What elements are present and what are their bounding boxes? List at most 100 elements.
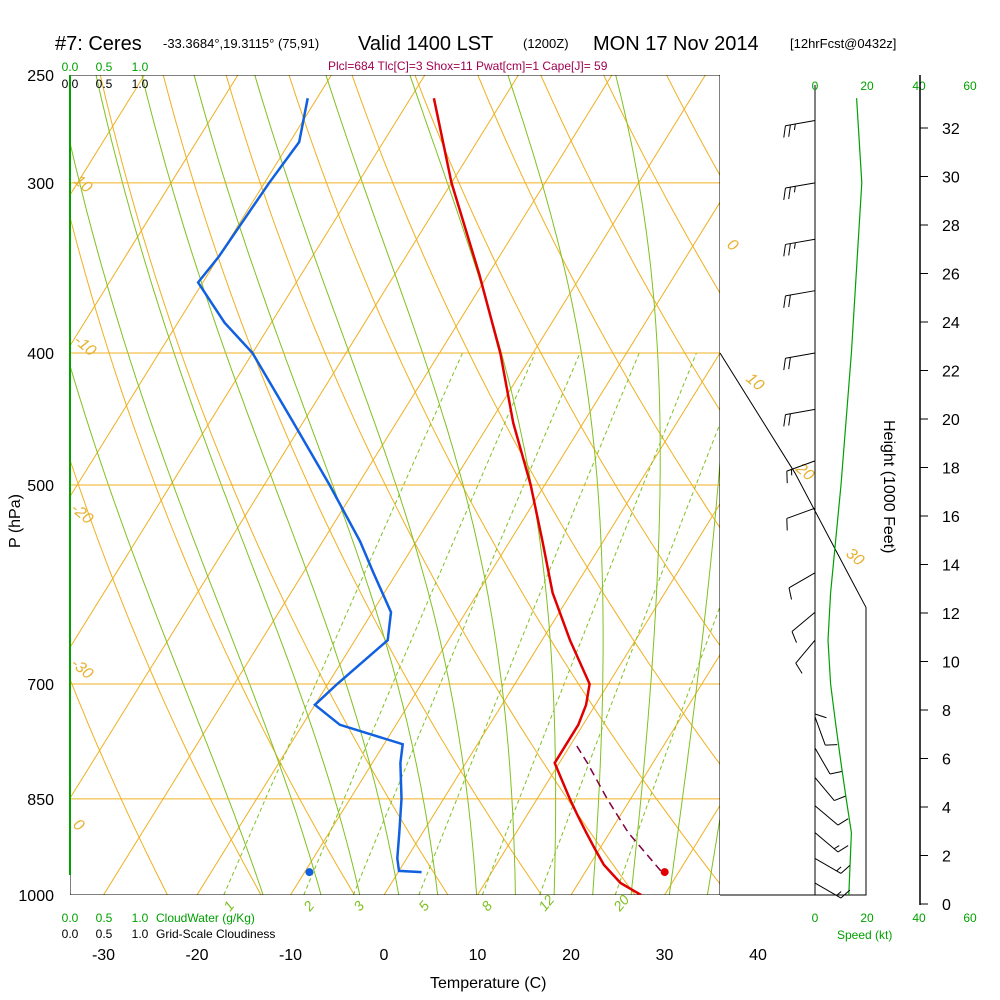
pressure-axis-label: P (hPa) [7, 494, 24, 548]
mixing-ratio-label: 2 [299, 898, 317, 915]
wind-barb-half-flag [833, 845, 840, 850]
cloudiness-tick-bottom: 0.0 [62, 927, 79, 941]
height-tick-label: 12 [942, 606, 960, 623]
cloud-water-tick-top: 1.0 [132, 60, 149, 74]
moist-adiabat [325, 75, 516, 895]
surface-dewpoint-dot [305, 868, 314, 877]
height-tick-label: 0 [942, 897, 951, 914]
height-tick-label: 16 [942, 509, 960, 526]
cloudiness-tick-bottom: 0.5 [96, 927, 113, 941]
dry-adiabat [70, 215, 356, 895]
wind-barb-flag [837, 845, 849, 853]
wind-barb-flag [837, 818, 849, 826]
height-tick-label: 6 [942, 752, 951, 769]
cloudiness-tick-bottom: 1.0 [132, 927, 149, 941]
wind-barb [783, 352, 816, 371]
speed-tick-bottom: 40 [912, 911, 926, 925]
moist-adiabat [668, 455, 720, 895]
wind-barb-flag [788, 187, 791, 200]
speed-tick-bottom: 20 [860, 911, 874, 925]
cloud-water-tick-top: 0.0 [62, 60, 79, 74]
dewpoint-profile [196, 97, 422, 874]
temperature-profile [432, 97, 642, 895]
station-coords: -33.3684°,19.3115° (75,91) [163, 36, 319, 51]
cloud-water-tick-bottom: 0.0 [62, 911, 79, 925]
wind-barb-flag [834, 795, 846, 802]
wind-barb-staff [786, 507, 816, 519]
mixing-ratio-label: 8 [478, 898, 495, 914]
temperature-tick-label: 30 [656, 947, 674, 964]
pressure-tick-label: 250 [27, 68, 54, 85]
dry-adiabat [288, 75, 720, 885]
wind-barb-flag [791, 631, 797, 643]
cloudiness-tick-top: 0.5 [96, 77, 113, 91]
wind-barb-staff [814, 805, 839, 826]
height-tick-label: 4 [942, 800, 951, 817]
speed-tick-bottom: 60 [963, 911, 977, 925]
mixing-ratio-label: 20 [609, 892, 632, 915]
cloud-water-tick-bottom: 1.0 [132, 911, 149, 925]
wind-barb-staff [795, 639, 816, 664]
grid-cloudiness-label: Grid-Scale Cloudiness [156, 927, 275, 941]
wind-barb-flag [783, 295, 786, 308]
pressure-tick-label: 500 [27, 478, 54, 495]
wind-barb [814, 805, 849, 826]
pressure-tick-label: 850 [27, 792, 54, 809]
wind-barb-flag [795, 662, 803, 674]
cloud-water-tick-bottom: 0.5 [96, 911, 113, 925]
wind-barb-half-flag [836, 866, 842, 872]
isotherm-label: 0 [723, 236, 741, 255]
height-tick-label: 24 [942, 315, 960, 332]
isotherm-label: 10 [742, 370, 767, 395]
wind-barb-flag [783, 125, 786, 138]
forecast-label: [12hrFcst@0432z] [790, 36, 896, 51]
moist-adiabat [706, 815, 720, 895]
wind-barb [814, 882, 851, 899]
wind-barb-flag [788, 124, 791, 137]
wind-barb [814, 684, 827, 719]
pressure-tick-label: 1000 [18, 888, 54, 905]
wind-barb [788, 572, 816, 600]
moist-adiabat [615, 75, 661, 895]
wind-barb-staff [791, 611, 816, 632]
station-title: #7: Ceres [55, 33, 142, 55]
wind-barb [814, 747, 842, 775]
speed-tick-top: 60 [963, 79, 977, 93]
wind-barb [814, 716, 838, 746]
wind-panel-outline [719, 352, 867, 896]
wind-barb-half-flag [793, 242, 796, 249]
dry-adiabat [966, 51, 1000, 924]
utc-time: (1200Z) [523, 36, 569, 51]
mixing-ratio-label: 5 [415, 898, 432, 914]
height-tick-label: 22 [942, 364, 960, 381]
cloud-water-tick-top: 0.5 [96, 60, 113, 74]
cloud-water-label: CloudWater (g/Kg) [156, 911, 255, 925]
surface-temperature-dot [660, 868, 669, 877]
temperature-axis-label: Temperature (C) [430, 975, 546, 992]
dry-adiabat [70, 677, 169, 895]
valid-date: MON 17 Nov 2014 [593, 33, 759, 55]
valid-time: Valid 1400 LST [358, 33, 493, 55]
temperature-tick-label: 0 [380, 947, 389, 964]
wind-barb-flag [814, 713, 827, 719]
isotherm-line [758, 75, 1000, 895]
height-tick-label: 14 [942, 558, 960, 575]
wind-speed-profile [827, 98, 863, 896]
wind-barb [783, 238, 816, 257]
dry-adiabat [70, 458, 262, 895]
height-tick-label: 26 [942, 267, 960, 284]
wind-barb [814, 777, 846, 802]
dry-adiabat [477, 75, 720, 529]
height-tick-label: 2 [942, 849, 951, 866]
speed-tick-bottom: 0 [812, 911, 819, 925]
height-tick-label: 8 [942, 703, 951, 720]
wind-barb [795, 639, 816, 674]
temperature-tick-label: 40 [749, 947, 767, 964]
height-tick-label: 28 [942, 218, 960, 235]
height-axis-label: Height (1000 Feet) [880, 420, 897, 553]
dry-adiabat [99, 75, 449, 895]
wind-barb-staff [814, 716, 826, 746]
temperature-tick-label: 20 [562, 947, 580, 964]
wind-barb [814, 857, 851, 874]
wind-barb-flag [783, 358, 786, 371]
